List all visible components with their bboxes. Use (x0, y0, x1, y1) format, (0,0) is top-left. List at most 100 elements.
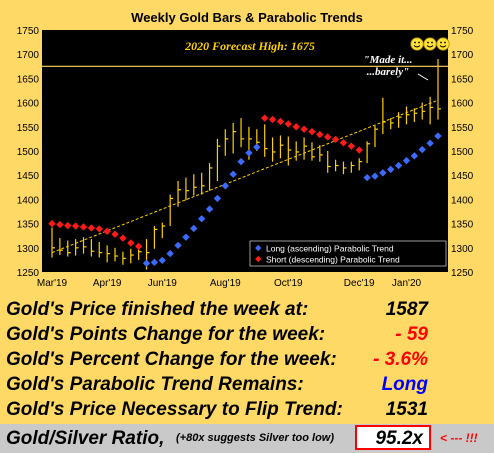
long-trend-point (434, 132, 442, 140)
stat-row-flip: Gold's Price Necessary to Flip Trend: 15… (4, 397, 490, 423)
short-trend-point (324, 133, 332, 141)
stat-value-flip: 1531 (385, 399, 428, 420)
short-trend-point (261, 114, 269, 122)
short-trend-point (119, 234, 127, 242)
x-tick-label: Jan'20 (392, 278, 422, 289)
short-trend-point (308, 127, 316, 136)
short-trend-point (79, 223, 88, 231)
smiley-eye-icon (414, 41, 416, 44)
y-tick-label-right: 1500 (451, 147, 474, 158)
x-tick-label: Dec'19 (344, 278, 375, 289)
short-trend-point (87, 224, 96, 232)
y-tick-label-left: 1250 (17, 268, 40, 279)
long-trend-point (213, 194, 222, 203)
long-trend-point (221, 182, 229, 190)
y-tick-label-right: 1250 (451, 268, 474, 279)
short-trend-point (339, 139, 348, 147)
legend-label: Long (ascending) Parabolic Trend (266, 243, 394, 253)
smiley-eye-icon (427, 41, 429, 44)
stat-label: Gold's Parabolic Trend Remains: (6, 374, 304, 395)
smiley-eye-icon (418, 41, 420, 44)
trend-line (51, 99, 439, 254)
smiley-mouth-icon (413, 45, 421, 48)
y-tick-label-right: 1300 (451, 244, 474, 255)
stat-row-price: Gold's Price finished the week at: 1587 (4, 297, 490, 323)
forecast-label: 2020 Forecast High: 1675 (184, 39, 315, 53)
smiley-eye-icon (444, 41, 446, 44)
short-trend-point (268, 115, 277, 124)
stat-label: Gold's Price Necessary to Flip Trend: (6, 399, 343, 420)
long-trend-point (418, 145, 426, 154)
x-tick-label: Oct'19 (274, 278, 303, 289)
y-tick-label-left: 1450 (17, 171, 40, 182)
smiley-icon (436, 37, 450, 51)
y-tick-label-left: 1400 (17, 195, 40, 206)
y-tick-label-left: 1700 (17, 50, 40, 61)
annotation-line-1: "Made it... (364, 54, 413, 66)
stat-row-percent: Gold's Percent Change for the week: - 3.… (4, 347, 490, 373)
stat-row-trend: Gold's Parabolic Trend Remains: Long (4, 372, 490, 398)
long-trend-point (197, 215, 206, 223)
y-tick-label-right: 1600 (451, 99, 474, 110)
short-trend-point (276, 117, 285, 126)
ratio-value: 95.2x (375, 428, 423, 449)
long-trend-point (205, 205, 214, 213)
chart-title: Weekly Gold Bars & Parabolic Trends (131, 10, 363, 25)
smiley-mouth-icon (439, 45, 447, 48)
short-trend-point (134, 242, 143, 251)
y-tick-label-left: 1350 (17, 220, 40, 231)
ratio-arrow: < --- !!! (440, 431, 478, 445)
x-tick-label: Apr'19 (93, 278, 122, 289)
y-tick-label-right: 1700 (451, 50, 474, 61)
y-tick-label-right: 1650 (451, 74, 474, 85)
x-tick-label: Jun'19 (148, 278, 178, 289)
short-trend-point (71, 222, 80, 230)
long-trend-point (229, 170, 237, 178)
long-trend-point (150, 258, 159, 266)
smiley-icon (410, 37, 424, 51)
y-tick-label-right: 1400 (451, 195, 474, 206)
smiley-eye-icon (440, 41, 442, 44)
long-trend-point (237, 157, 245, 166)
legend-box (249, 240, 447, 267)
long-trend-point (166, 249, 174, 258)
legend-label: Short (descending) Parabolic Trend (266, 254, 400, 264)
short-trend-point (300, 125, 308, 133)
long-trend-point (182, 233, 190, 241)
y-tick-label-right: 1450 (451, 171, 474, 182)
annotation-pointer (417, 73, 429, 81)
legend-marker (255, 255, 262, 263)
short-trend-point (284, 120, 293, 128)
stat-value-trend: Long (381, 374, 428, 395)
y-tick-label-left: 1600 (17, 99, 40, 110)
stat-value-points: - 59 (395, 324, 428, 345)
stat-label: Gold's Price finished the week at: (6, 299, 309, 320)
long-trend-point (379, 169, 387, 177)
long-trend-point (371, 172, 379, 180)
y-tick-label-left: 1650 (17, 74, 40, 85)
ratio-note: (+80x suggests Silver too low) (176, 432, 335, 444)
long-trend-point (158, 256, 166, 265)
y-tick-label-left: 1300 (17, 244, 40, 255)
long-trend-point (245, 149, 253, 157)
short-trend-point (95, 225, 103, 233)
long-trend-point (174, 241, 182, 250)
y-tick-label-left: 1750 (17, 26, 40, 37)
y-tick-label-right: 1750 (451, 26, 474, 37)
x-tick-label: Mar'19 (37, 278, 68, 289)
short-trend-point (127, 239, 135, 247)
long-trend-point (142, 259, 151, 267)
y-tick-label-left: 1500 (17, 147, 40, 158)
y-tick-label-right: 1350 (451, 220, 474, 231)
ratio-label: Gold/Silver Ratio, (6, 428, 165, 449)
smiley-eye-icon (431, 41, 433, 44)
short-trend-point (111, 230, 119, 238)
stat-value-percent: - 3.6% (373, 349, 428, 370)
annotation-line-2: ...barely" (367, 66, 409, 78)
stat-label: Gold's Points Change for the week: (6, 324, 326, 345)
stat-label: Gold's Percent Change for the week: (6, 349, 337, 370)
gold-chart: Weekly Gold Bars & Parabolic Trends 1250 1… (17, 10, 474, 289)
short-trend-point (64, 221, 72, 230)
long-trend-point (394, 161, 403, 170)
